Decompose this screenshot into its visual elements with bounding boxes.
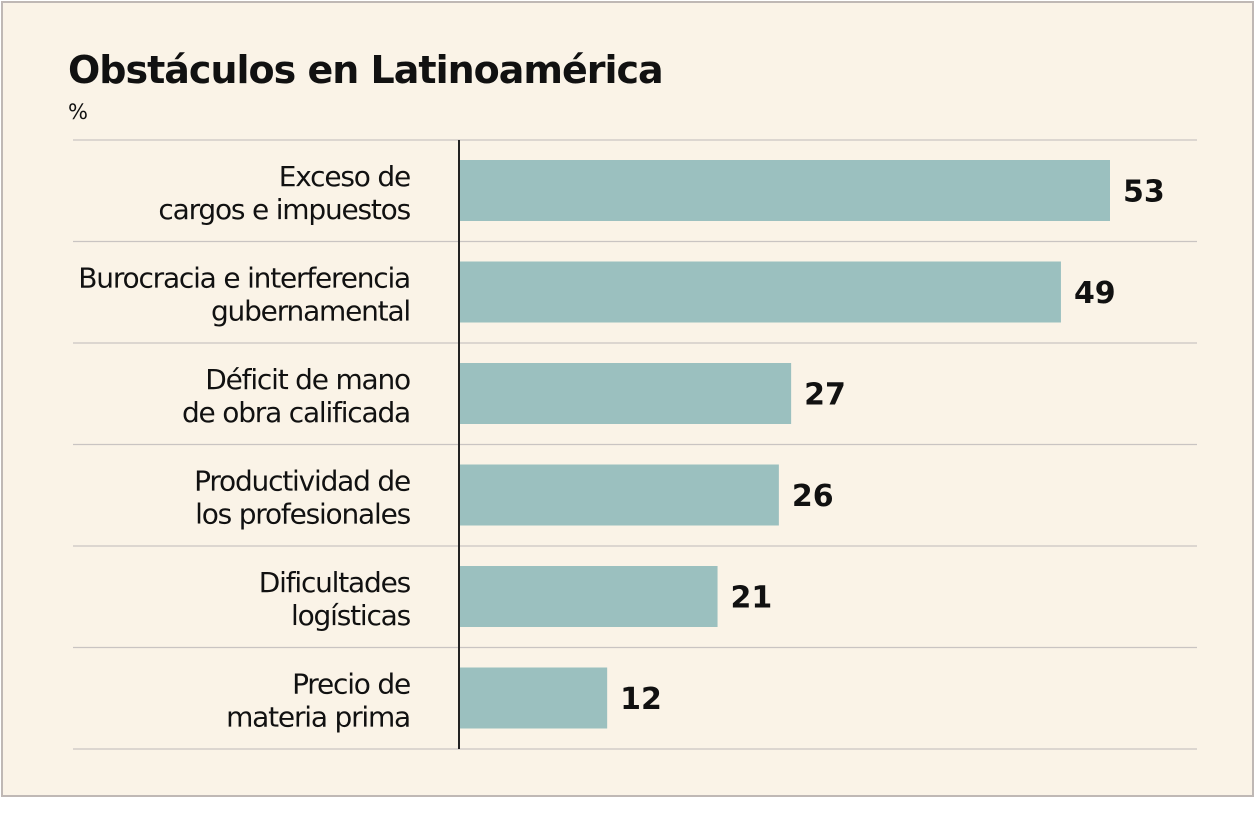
bar-4 xyxy=(460,566,718,627)
value-label-0: 53 xyxy=(1123,175,1165,210)
unit-label: % xyxy=(68,100,88,124)
value-label-3: 26 xyxy=(792,479,834,514)
value-label-1: 49 xyxy=(1074,276,1116,311)
category-label-1: Burocracia e interferencia gubernamental xyxy=(78,262,410,328)
bar-0 xyxy=(460,160,1110,221)
category-label-0: Exceso de cargos e impuestos xyxy=(158,160,410,226)
value-label-2: 27 xyxy=(804,378,846,413)
bar-1 xyxy=(460,261,1061,323)
chart-title: Obstáculos en Latinoamérica xyxy=(68,48,664,92)
bar-3 xyxy=(460,464,779,526)
bar-2 xyxy=(460,363,792,424)
category-label-3: Productividad de los profesionales xyxy=(194,465,410,531)
value-label-5: 12 xyxy=(620,682,662,717)
value-label-4: 21 xyxy=(731,581,773,616)
bar-5 xyxy=(460,667,608,729)
category-label-5: Precio de materia prima xyxy=(226,668,410,734)
category-label-4: Dificultades logísticas xyxy=(259,566,411,632)
category-label-2: Déficit de mano de obra calificada xyxy=(182,363,410,429)
